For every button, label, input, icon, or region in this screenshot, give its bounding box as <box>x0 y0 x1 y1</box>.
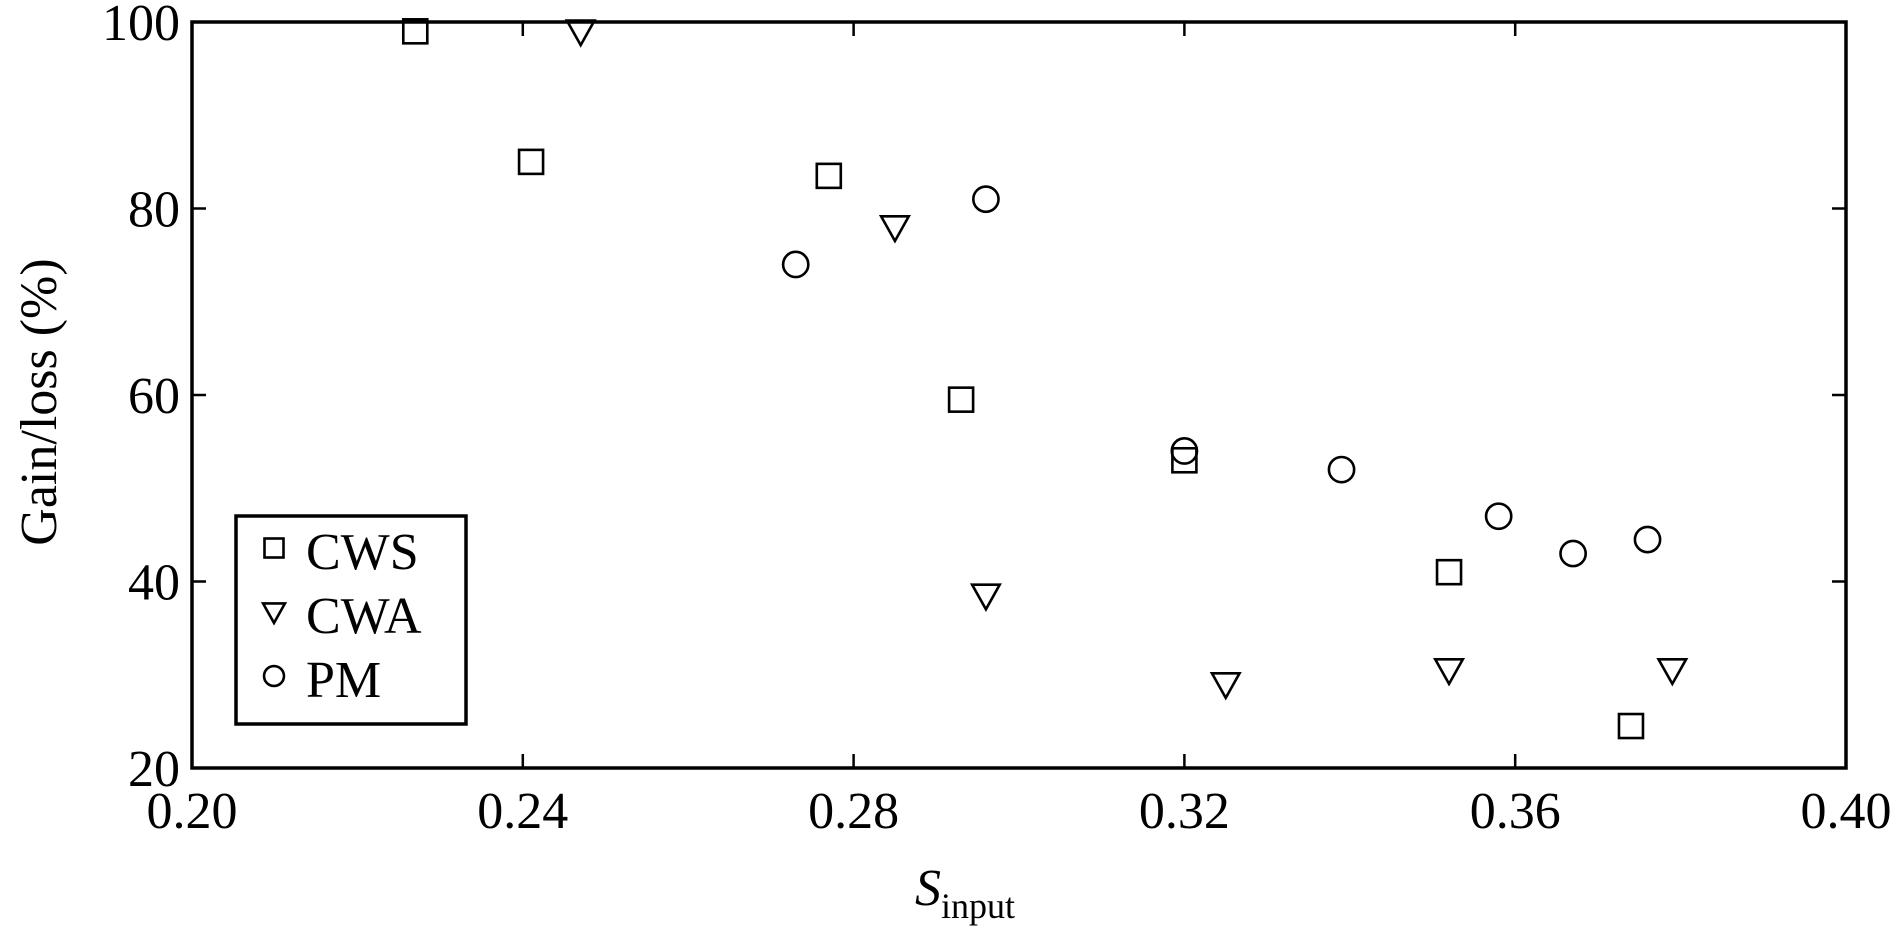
data-point-cwa <box>1209 671 1242 701</box>
legend-marker-cws <box>263 537 285 559</box>
data-point-pm <box>1170 437 1199 465</box>
y-tick-label: 20 <box>128 741 180 798</box>
data-points <box>401 18 1689 740</box>
data-point-cws <box>947 386 975 413</box>
data-point-cwa <box>1656 657 1689 687</box>
x-tick-label: 0.40 <box>1801 783 1892 840</box>
legend-label-cwa: CWA <box>306 588 422 645</box>
y-axis-title: Gain/loss (%) <box>11 258 68 545</box>
data-point-cws <box>1435 558 1463 586</box>
x-axis-title-main: S <box>915 860 941 917</box>
data-point-pm <box>1559 539 1587 568</box>
x-tick-label: 0.36 <box>1470 783 1561 840</box>
data-point-pm <box>1633 525 1662 554</box>
legend-marker-cwa <box>260 602 288 626</box>
y-tick-label: 80 <box>128 182 180 239</box>
x-axis-title: Sinput <box>915 860 1015 926</box>
x-axis: 0.20 0.24 0.28 0.32 0.36 0.40 <box>147 22 1892 840</box>
legend-label-pm: PM <box>306 652 381 709</box>
data-point-cwa <box>1433 657 1466 687</box>
x-tick-label: 0.20 <box>147 783 238 840</box>
x-tick-label: 0.24 <box>477 783 568 840</box>
data-point-cws <box>401 18 429 45</box>
data-point-cwa <box>969 583 1002 612</box>
legend: CWS CWA PM <box>234 514 468 726</box>
data-point-cws <box>815 162 843 190</box>
y-tick-label: 40 <box>128 555 180 612</box>
x-axis-title-subscript: input <box>941 886 1015 926</box>
data-point-pm <box>781 250 810 279</box>
x-tick-label: 0.28 <box>808 783 899 840</box>
data-point-cws <box>1617 712 1645 740</box>
data-point-cws <box>517 148 545 176</box>
legend-marker-pm <box>262 664 286 688</box>
y-tick-label: 60 <box>128 368 180 425</box>
data-point-cws <box>1171 446 1198 474</box>
data-point-cwa <box>564 19 597 48</box>
data-point-pm <box>972 185 1000 214</box>
y-tick-label: 100 <box>102 0 180 52</box>
x-tick-label: 0.32 <box>1139 783 1230 840</box>
data-point-pm <box>1484 502 1513 531</box>
data-point-cwa <box>878 215 911 244</box>
legend-box <box>234 514 468 726</box>
legend-label-cws: CWS <box>306 524 419 581</box>
y-axis: 20 40 60 80 100 <box>102 0 1846 798</box>
data-point-pm <box>1327 455 1356 484</box>
